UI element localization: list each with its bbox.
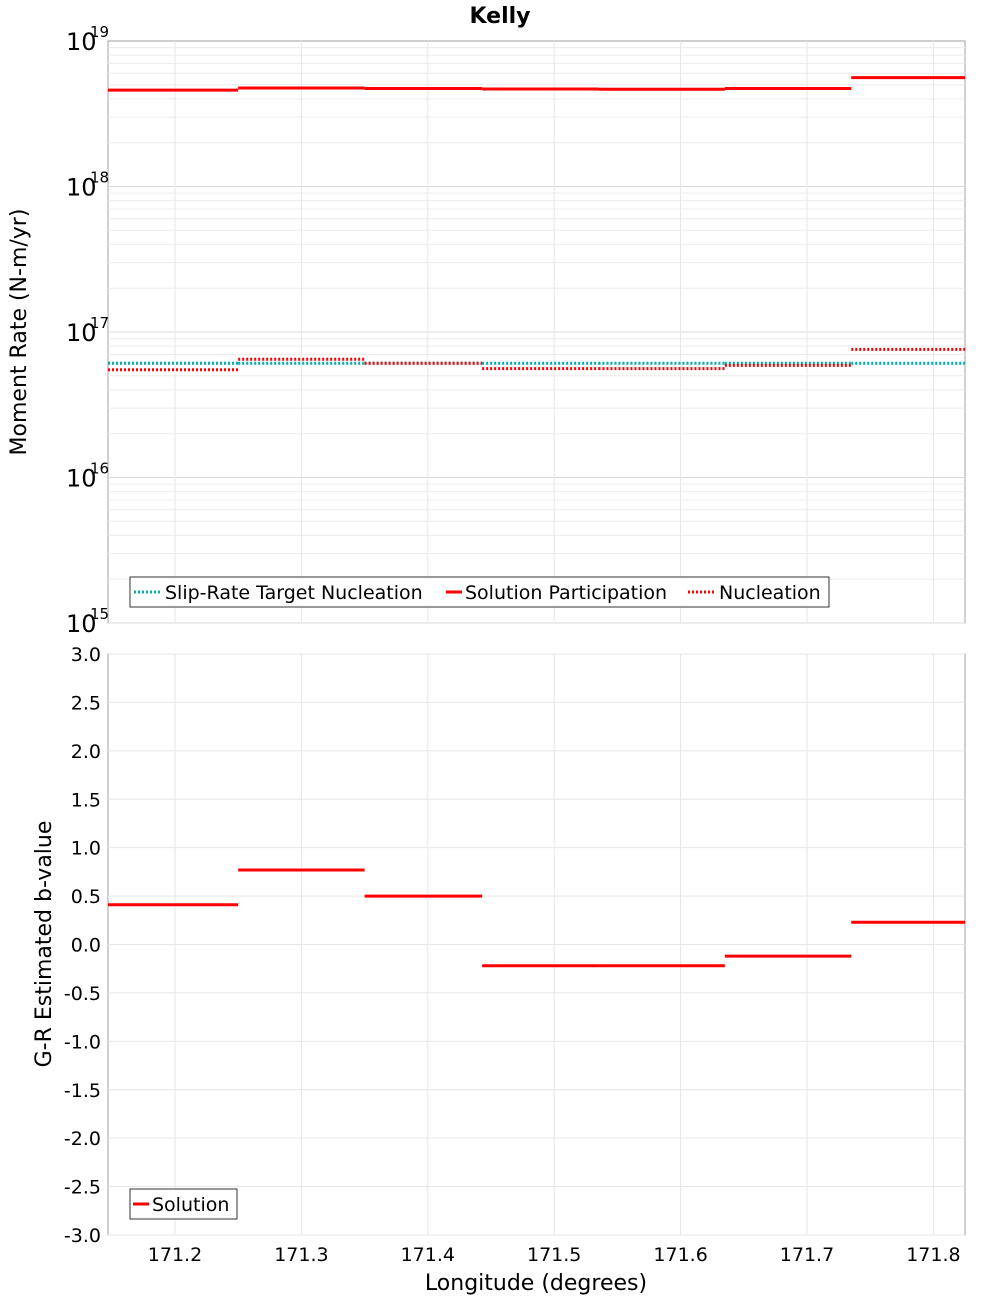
- top-legend: Slip-Rate Target Nucleation Solution Par…: [129, 576, 830, 608]
- chart-title: Kelly: [469, 4, 530, 29]
- bottom-y-tick-label: -1.0: [64, 1031, 101, 1053]
- bottom-y-tick-label: -0.5: [64, 983, 101, 1005]
- top-y-tick-exponent: 16: [90, 460, 109, 478]
- top-y-tick-exponent: 17: [90, 314, 109, 332]
- top-y-tick-base: 10: [66, 465, 97, 493]
- bottom-y-tick-label: 1.5: [71, 789, 101, 811]
- top-y-tick-base: 10: [66, 28, 97, 56]
- bottom-y-tick-label: 0.0: [71, 935, 101, 957]
- x-tick-label: 171.8: [906, 1244, 960, 1266]
- top-series: [108, 76, 965, 372]
- x-tick-label: 171.4: [401, 1244, 455, 1266]
- legend-label-solution: Solution: [152, 1194, 229, 1216]
- x-tick-label: 171.5: [527, 1244, 581, 1266]
- top-y-tick-base: 10: [66, 610, 97, 638]
- top-y-axis-label: Moment Rate (N-m/yr): [7, 209, 32, 456]
- legend-label-nucleation: Nucleation: [719, 582, 821, 604]
- bottom-legend: Solution: [129, 1188, 238, 1220]
- x-tick-label: 171.3: [274, 1244, 328, 1266]
- x-tick-label: 171.2: [148, 1244, 202, 1266]
- bottom-y-axis-label: G-R Estimated b-value: [32, 821, 57, 1068]
- x-tick-label: 171.6: [653, 1244, 707, 1266]
- top-y-tick-base: 10: [66, 319, 97, 347]
- bottom-y-tick-label: 0.5: [71, 886, 101, 908]
- bottom-y-tick-label: -2.0: [64, 1128, 101, 1150]
- top-y-tick-exponent: 19: [90, 23, 109, 41]
- legend-label-solution-participation: Solution Participation: [465, 582, 667, 604]
- top-gridlines: [108, 41, 965, 624]
- bottom-y-tick-label: -3.0: [64, 1225, 101, 1247]
- bottom-y-tick-label: 1.0: [71, 838, 101, 860]
- b-value-plot: 3.0 2.5 2.0 1.5 1.0 0.5 0.0 -0.5 -1.0 -1.5 -2.0 -2.…: [32, 644, 966, 1296]
- bottom-y-tick-label: -1.5: [64, 1080, 101, 1102]
- bottom-y-ticks: 3.0 2.5 2.0 1.5 1.0 0.5 0.0 -0.5 -1.0 -1.5 -2.0 -2.…: [64, 644, 101, 1247]
- bottom-y-tick-label: 2.5: [71, 692, 101, 714]
- legend-label-target-nucleation: Slip-Rate Target Nucleation: [165, 582, 423, 604]
- bottom-x-ticks: 171.2 171.3 171.4 171.5 171.6 171.7 171.8: [148, 1244, 961, 1266]
- x-axis-label: Longitude (degrees): [425, 1271, 647, 1296]
- bottom-gridlines: [108, 653, 965, 1236]
- bottom-y-tick-label: 2.0: [71, 741, 101, 763]
- bottom-y-tick-label: -2.5: [64, 1177, 101, 1199]
- top-y-tick-exponent: 15: [90, 605, 109, 623]
- bottom-y-tick-label: 3.0: [71, 644, 101, 666]
- top-y-tick-base: 10: [66, 174, 97, 202]
- bottom-series: [108, 868, 965, 968]
- top-y-tick-exponent: 18: [90, 169, 109, 187]
- x-tick-label: 171.7: [780, 1244, 834, 1266]
